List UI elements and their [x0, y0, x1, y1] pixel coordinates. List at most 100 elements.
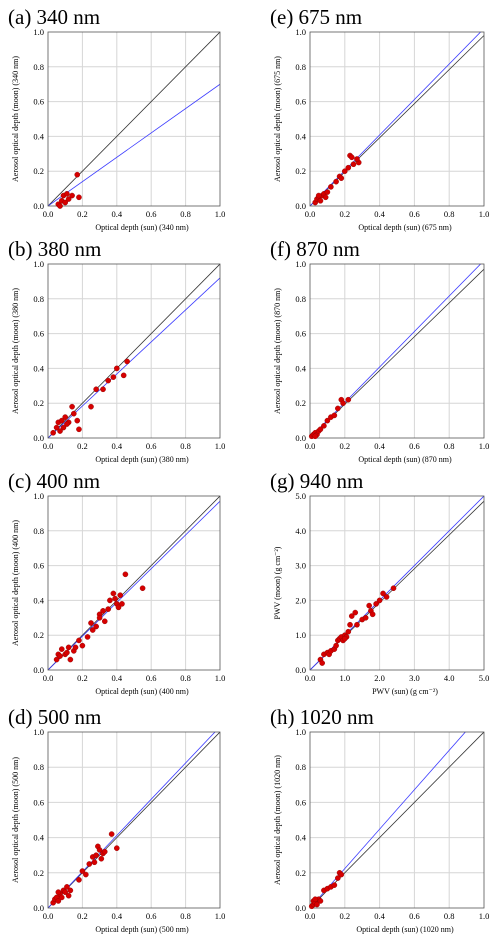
data-point	[72, 644, 79, 651]
panel-3: (d) 500 nm 0.0 0.2 0.4 0.6 0.8 1.0 0.0 0.2 0.4 0.6…	[8, 705, 225, 934]
panel-title: (f) 870 nm	[270, 237, 360, 261]
y-tick-label: 0.6	[33, 797, 44, 807]
fit-line	[310, 264, 482, 438]
y-tick-label: 0.4	[33, 833, 44, 843]
data-point	[84, 634, 91, 640]
data-point	[69, 192, 75, 199]
x-tick-label: 0.4	[111, 911, 122, 921]
x-tick-label: 1.0	[479, 441, 490, 451]
data-point	[53, 656, 60, 663]
data-point	[64, 884, 70, 890]
y-tick-label: 2.0	[295, 595, 306, 605]
plot-frame	[309, 263, 485, 439]
y-tick-label: 0.2	[33, 868, 44, 878]
x-tick-label: 0.6	[146, 209, 157, 219]
y-tick-label: 0.0	[295, 903, 306, 913]
data-point	[345, 628, 352, 635]
reference-line	[310, 268, 484, 438]
data-point	[96, 847, 103, 853]
panel-5: (f) 870 nm 0.0 0.2 0.4 0.6 0.8 1.0 0.0 0.2 0.4 0.6…	[270, 237, 489, 464]
data-point	[324, 417, 331, 424]
y-tick-label: 0.0	[295, 433, 306, 443]
data-point	[98, 855, 105, 862]
panel-title: (d) 500 nm	[8, 705, 101, 729]
y-tick-label: 0.4	[295, 131, 306, 141]
data-point	[341, 635, 348, 642]
x-tick-label: 2.0	[374, 673, 385, 683]
data-point	[350, 161, 357, 168]
panel-6: (g) 940 nm 0.0 1.0 2.0 3.0 4.0 5.0 0.0 1.0 2.0 3.0…	[270, 469, 489, 696]
data-point	[340, 400, 346, 407]
x-axis-label: Optical depth (sun) (675 nm)	[358, 223, 452, 232]
y-axis-label: Aerosol optical depth (moon) (675 nm)	[273, 56, 282, 182]
y-tick-label: 0.6	[33, 97, 44, 107]
y-axis-label: Aerosol optical depth (moon) (1020 nm)	[273, 755, 282, 885]
x-axis-label: Optical depth (sun) (1020 nm)	[356, 925, 454, 934]
panel-4: (e) 675 nm 0.0 0.2 0.4 0.6 0.8 1.0 0.0 0.2 0.4 0.6…	[270, 5, 489, 232]
data-point	[64, 191, 70, 197]
data-point	[114, 845, 120, 851]
data-point	[96, 615, 103, 621]
x-tick-label: 0.8	[444, 209, 455, 219]
data-point	[62, 414, 68, 420]
data-point	[88, 620, 94, 626]
data-point	[317, 898, 324, 904]
reference-line	[48, 264, 220, 438]
data-point	[76, 877, 82, 883]
reference-line	[48, 496, 220, 670]
plot-frame	[47, 31, 221, 207]
data-point	[312, 433, 319, 440]
data-point	[110, 590, 117, 597]
x-tick-label: 0.0	[43, 209, 54, 219]
y-axis-label: Aerosol optical depth (moon) (340 nm)	[11, 56, 20, 182]
data-point	[58, 894, 65, 901]
data-point	[110, 374, 117, 380]
x-tick-label: 0.2	[77, 209, 88, 219]
x-tick-label: 0.4	[111, 209, 122, 219]
data-point	[93, 852, 99, 859]
y-tick-label: 0.0	[33, 201, 44, 211]
x-tick-label: 0.8	[444, 911, 455, 921]
x-tick-label: 1.0	[479, 209, 490, 219]
data-point	[76, 194, 82, 201]
data-point	[57, 653, 63, 659]
data-point	[321, 423, 327, 429]
y-tick-label: 0.2	[33, 398, 44, 408]
data-point	[74, 171, 81, 178]
x-tick-label: 0.4	[111, 673, 122, 683]
x-tick-label: 1.0	[215, 911, 226, 921]
y-tick-label: 0.4	[295, 363, 306, 373]
data-point	[83, 871, 89, 878]
panel-title: (g) 940 nm	[270, 469, 363, 493]
y-tick-label: 0.4	[33, 363, 44, 373]
y-tick-label: 0.4	[295, 833, 306, 843]
y-tick-label: 1.0	[295, 259, 306, 269]
y-tick-label: 0.2	[295, 868, 306, 878]
data-point	[76, 637, 82, 644]
x-tick-label: 0.2	[339, 209, 350, 219]
panel-7: (h) 1020 nm 0.0 0.2 0.4 0.6 0.8 1.0 0.0 0.2 0.4 0.…	[270, 705, 489, 934]
data-point	[79, 642, 86, 649]
x-axis-label: Optical depth (sun) (870 nm)	[358, 455, 452, 464]
data-point	[60, 424, 67, 431]
data-point	[57, 428, 63, 434]
reference-line	[48, 732, 220, 908]
data-point	[383, 594, 390, 600]
data-point	[324, 189, 331, 195]
x-tick-label: 0.6	[146, 441, 157, 451]
data-point	[117, 592, 124, 598]
y-tick-label: 1.0	[295, 727, 306, 737]
x-tick-label: 0.2	[339, 441, 350, 451]
data-point	[122, 571, 129, 578]
y-tick-label: 1.0	[295, 630, 306, 640]
x-tick-label: 0.8	[180, 673, 191, 683]
x-tick-label: 0.0	[305, 441, 316, 451]
y-tick-label: 0.2	[33, 166, 44, 176]
panel-title: (e) 675 nm	[270, 5, 362, 29]
data-point	[57, 203, 63, 209]
plot-frame	[47, 495, 221, 671]
y-tick-label: 3.0	[295, 561, 306, 571]
y-tick-label: 1.0	[33, 727, 44, 737]
data-point	[89, 627, 96, 633]
data-point	[376, 597, 383, 604]
